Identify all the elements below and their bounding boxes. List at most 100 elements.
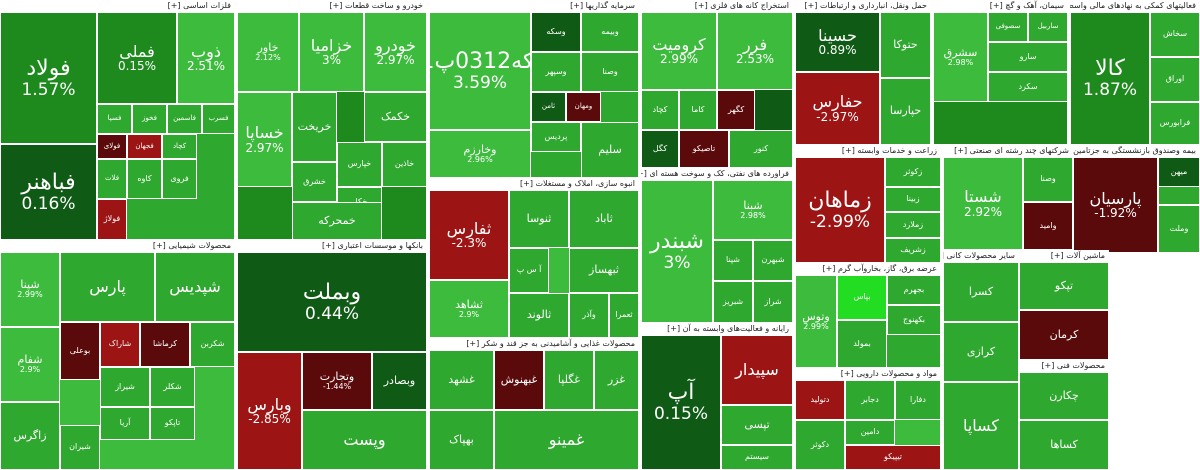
tile-t7[interactable]: فاسمین xyxy=(167,104,202,134)
tile-t72[interactable]: فرر 2.53% xyxy=(717,12,793,90)
tile-t71[interactable]: کروميت 2.99% xyxy=(641,12,717,90)
tile-t70[interactable]: غمینو xyxy=(494,410,639,470)
tile-t27[interactable]: شکلر xyxy=(150,367,195,407)
tile-t100[interactable]: بجهرم xyxy=(887,275,941,305)
sector-title[interactable]: خودرو و ساخت قطعات [+] xyxy=(237,0,427,12)
tile-t20[interactable]: بوعلی xyxy=(60,322,100,380)
tile-t107[interactable]: دامین xyxy=(845,420,895,445)
tile-t112[interactable]: سارو xyxy=(988,42,1068,72)
tile-t127[interactable]: کساپا xyxy=(943,382,1019,470)
tile-t80[interactable]: شبنا 2.98% xyxy=(713,180,793,240)
tile-t125[interactable]: کسرا xyxy=(943,262,1019,322)
tile-t94[interactable]: زکوثر xyxy=(885,157,941,187)
tile-t50[interactable]: وسپهر xyxy=(531,52,581,92)
tile-t103[interactable]: دتولید xyxy=(795,380,845,420)
tile-t124[interactable]: میهن xyxy=(1158,157,1200,187)
sector-title[interactable]: فلزات اساسی [+] xyxy=(0,0,235,12)
tile-t86[interactable]: سپیدار xyxy=(721,335,793,405)
tile-t40[interactable]: خمحرکه xyxy=(292,202,382,240)
tile-t74[interactable]: کاما xyxy=(679,90,717,130)
tile-t90[interactable]: حفارس -2.97% xyxy=(795,72,880,145)
tile-t62[interactable]: ثبهساز xyxy=(569,248,639,293)
tile-t28[interactable]: تاپکو xyxy=(150,407,195,440)
tile-t120[interactable]: فرابورس xyxy=(1150,102,1200,145)
sector-title[interactable]: فعالیتهای کمکی به نهادهای مالی واسط [+] xyxy=(1070,0,1200,12)
sector-title[interactable]: بیمه وصندوق بازنشستگی به جزتامین [+] xyxy=(1073,145,1200,157)
tile-t25[interactable]: شکربن xyxy=(190,322,235,367)
tile-t115[interactable]: وصنا xyxy=(1023,157,1073,202)
tile-t36[interactable]: خپارس xyxy=(337,142,382,187)
tile-t92[interactable]: حپارسا xyxy=(880,78,931,145)
tile-t85[interactable]: آپ 0.15% xyxy=(641,335,721,470)
tile-t13[interactable]: فولاژ xyxy=(97,199,127,240)
tile-t19[interactable]: شپدیس xyxy=(155,252,235,322)
tile-t119[interactable]: اوراق xyxy=(1150,57,1200,102)
tile-t91[interactable]: حتوکا xyxy=(880,12,931,78)
tile-t69[interactable]: بهپاک xyxy=(429,410,494,470)
tile-t23[interactable]: شاراک xyxy=(100,322,140,367)
tile-t114[interactable]: شستا 2.92% xyxy=(943,157,1023,250)
tile-t98[interactable]: وتوس 2.99% xyxy=(795,275,837,368)
tile-t48[interactable]: وسکه xyxy=(531,12,581,52)
tile-t8[interactable]: فسرب xyxy=(202,104,235,134)
tile-t60[interactable]: آ س پ xyxy=(509,248,549,293)
tile-t17[interactable]: شفام 2.9% xyxy=(0,327,60,402)
tile-t82[interactable]: شبهرن xyxy=(753,240,793,281)
tile-t131[interactable]: کساها xyxy=(1019,420,1109,470)
tile-t56[interactable]: ثفارس -2.3% xyxy=(429,190,509,280)
sector-title[interactable]: مواد و محصولات دارویی [+] xyxy=(795,368,941,380)
tile-t9[interactable]: فولای xyxy=(97,134,127,159)
sector-title[interactable]: استخراج کانه های فلزی [+] xyxy=(641,0,793,12)
tile-t81[interactable]: شپنا xyxy=(713,240,753,281)
sector-title[interactable]: سایر محصولات کانی [+] xyxy=(943,250,1019,262)
tile-t108[interactable]: تیپیکو xyxy=(845,445,941,470)
tile-t96[interactable]: زملارد xyxy=(885,212,941,238)
tile-t10[interactable]: فجهان xyxy=(127,134,162,159)
tile-t97[interactable]: زشریف xyxy=(885,238,941,263)
sector-title[interactable]: ماشین آلات [+] xyxy=(1019,250,1109,262)
tile-t101[interactable]: بکهنوج xyxy=(887,305,941,335)
tile-t43[interactable]: وتجارت -1.44% xyxy=(302,352,372,410)
tile-t26[interactable]: شیراز xyxy=(100,367,150,407)
tile-t77[interactable]: کگل xyxy=(641,130,679,168)
tile-t126[interactable]: کرازی xyxy=(943,322,1019,382)
tile-t42[interactable]: وبارس -2.85% xyxy=(237,352,302,470)
tile-t46[interactable]: سکه0312پ013.59% xyxy=(429,12,531,130)
tile-t6[interactable]: فخوز xyxy=(132,104,167,134)
tile-t12[interactable]: فلات xyxy=(97,159,127,199)
tile-t117[interactable]: کالا 1.87% xyxy=(1070,12,1150,145)
sector-title[interactable]: شرکتهای چند رشته ای صنعتی [+] xyxy=(943,145,1073,157)
tile-t111[interactable]: ساربیل xyxy=(1028,12,1068,42)
tile-t15[interactable]: فروی xyxy=(162,159,197,199)
sector-title[interactable]: محصولات فنی [+] xyxy=(1019,360,1109,372)
tile-t47[interactable]: وخارزم 2.96% xyxy=(429,130,531,178)
tile-t66[interactable]: غبهنوش xyxy=(494,350,544,410)
tile-t52[interactable]: ثامن xyxy=(531,92,566,122)
tile-t38[interactable]: خاذین xyxy=(382,142,427,187)
tile-t64[interactable]: ثعمرا xyxy=(609,293,639,338)
tile-t3[interactable]: ذوب 2.51% xyxy=(177,12,235,104)
tile-t54[interactable]: پردیس xyxy=(531,122,581,152)
sector-title[interactable]: سرمایه گذاریها [+] xyxy=(429,0,639,12)
sector-title[interactable]: سیمان، آهک و گچ [+] xyxy=(933,0,1068,12)
tile-t116[interactable]: وامید xyxy=(1023,202,1073,250)
sector-title[interactable]: محصولات شیمیایی [+] xyxy=(0,240,235,252)
tile-t128[interactable]: تپکو xyxy=(1019,262,1109,310)
tile-t59[interactable]: ثاباد xyxy=(569,190,639,248)
tile-t67[interactable]: غگلپا xyxy=(544,350,594,410)
tile-t61[interactable]: ثالوند xyxy=(509,293,569,338)
sector-title[interactable]: عرضه برق، گاز، بخاروآب گرم [+] xyxy=(795,263,941,275)
tile-t22[interactable]: شیران xyxy=(60,425,100,470)
tile-t68[interactable]: غزر xyxy=(594,350,639,410)
sector-title[interactable]: محصولات غذایی و آشامیدنی به جز قند و شکر… xyxy=(429,338,639,350)
tile-t106[interactable]: دکوثر xyxy=(795,420,845,470)
tile-t45[interactable]: وپست xyxy=(302,410,427,470)
tile-t29[interactable]: آریا xyxy=(100,407,150,440)
tile-t34[interactable]: خکمک xyxy=(364,92,427,142)
tile-t110[interactable]: سصوفی xyxy=(988,12,1028,42)
tile-t18[interactable]: پارس xyxy=(60,252,155,322)
tile-t21[interactable]: زاگرس xyxy=(0,402,60,470)
tile-t104[interactable]: دجابر xyxy=(845,380,895,420)
sector-title[interactable]: انبوه سازی، املاک و مستغلات [+] xyxy=(429,178,639,190)
tile-t16[interactable]: شپنا 2.99% xyxy=(0,252,60,327)
